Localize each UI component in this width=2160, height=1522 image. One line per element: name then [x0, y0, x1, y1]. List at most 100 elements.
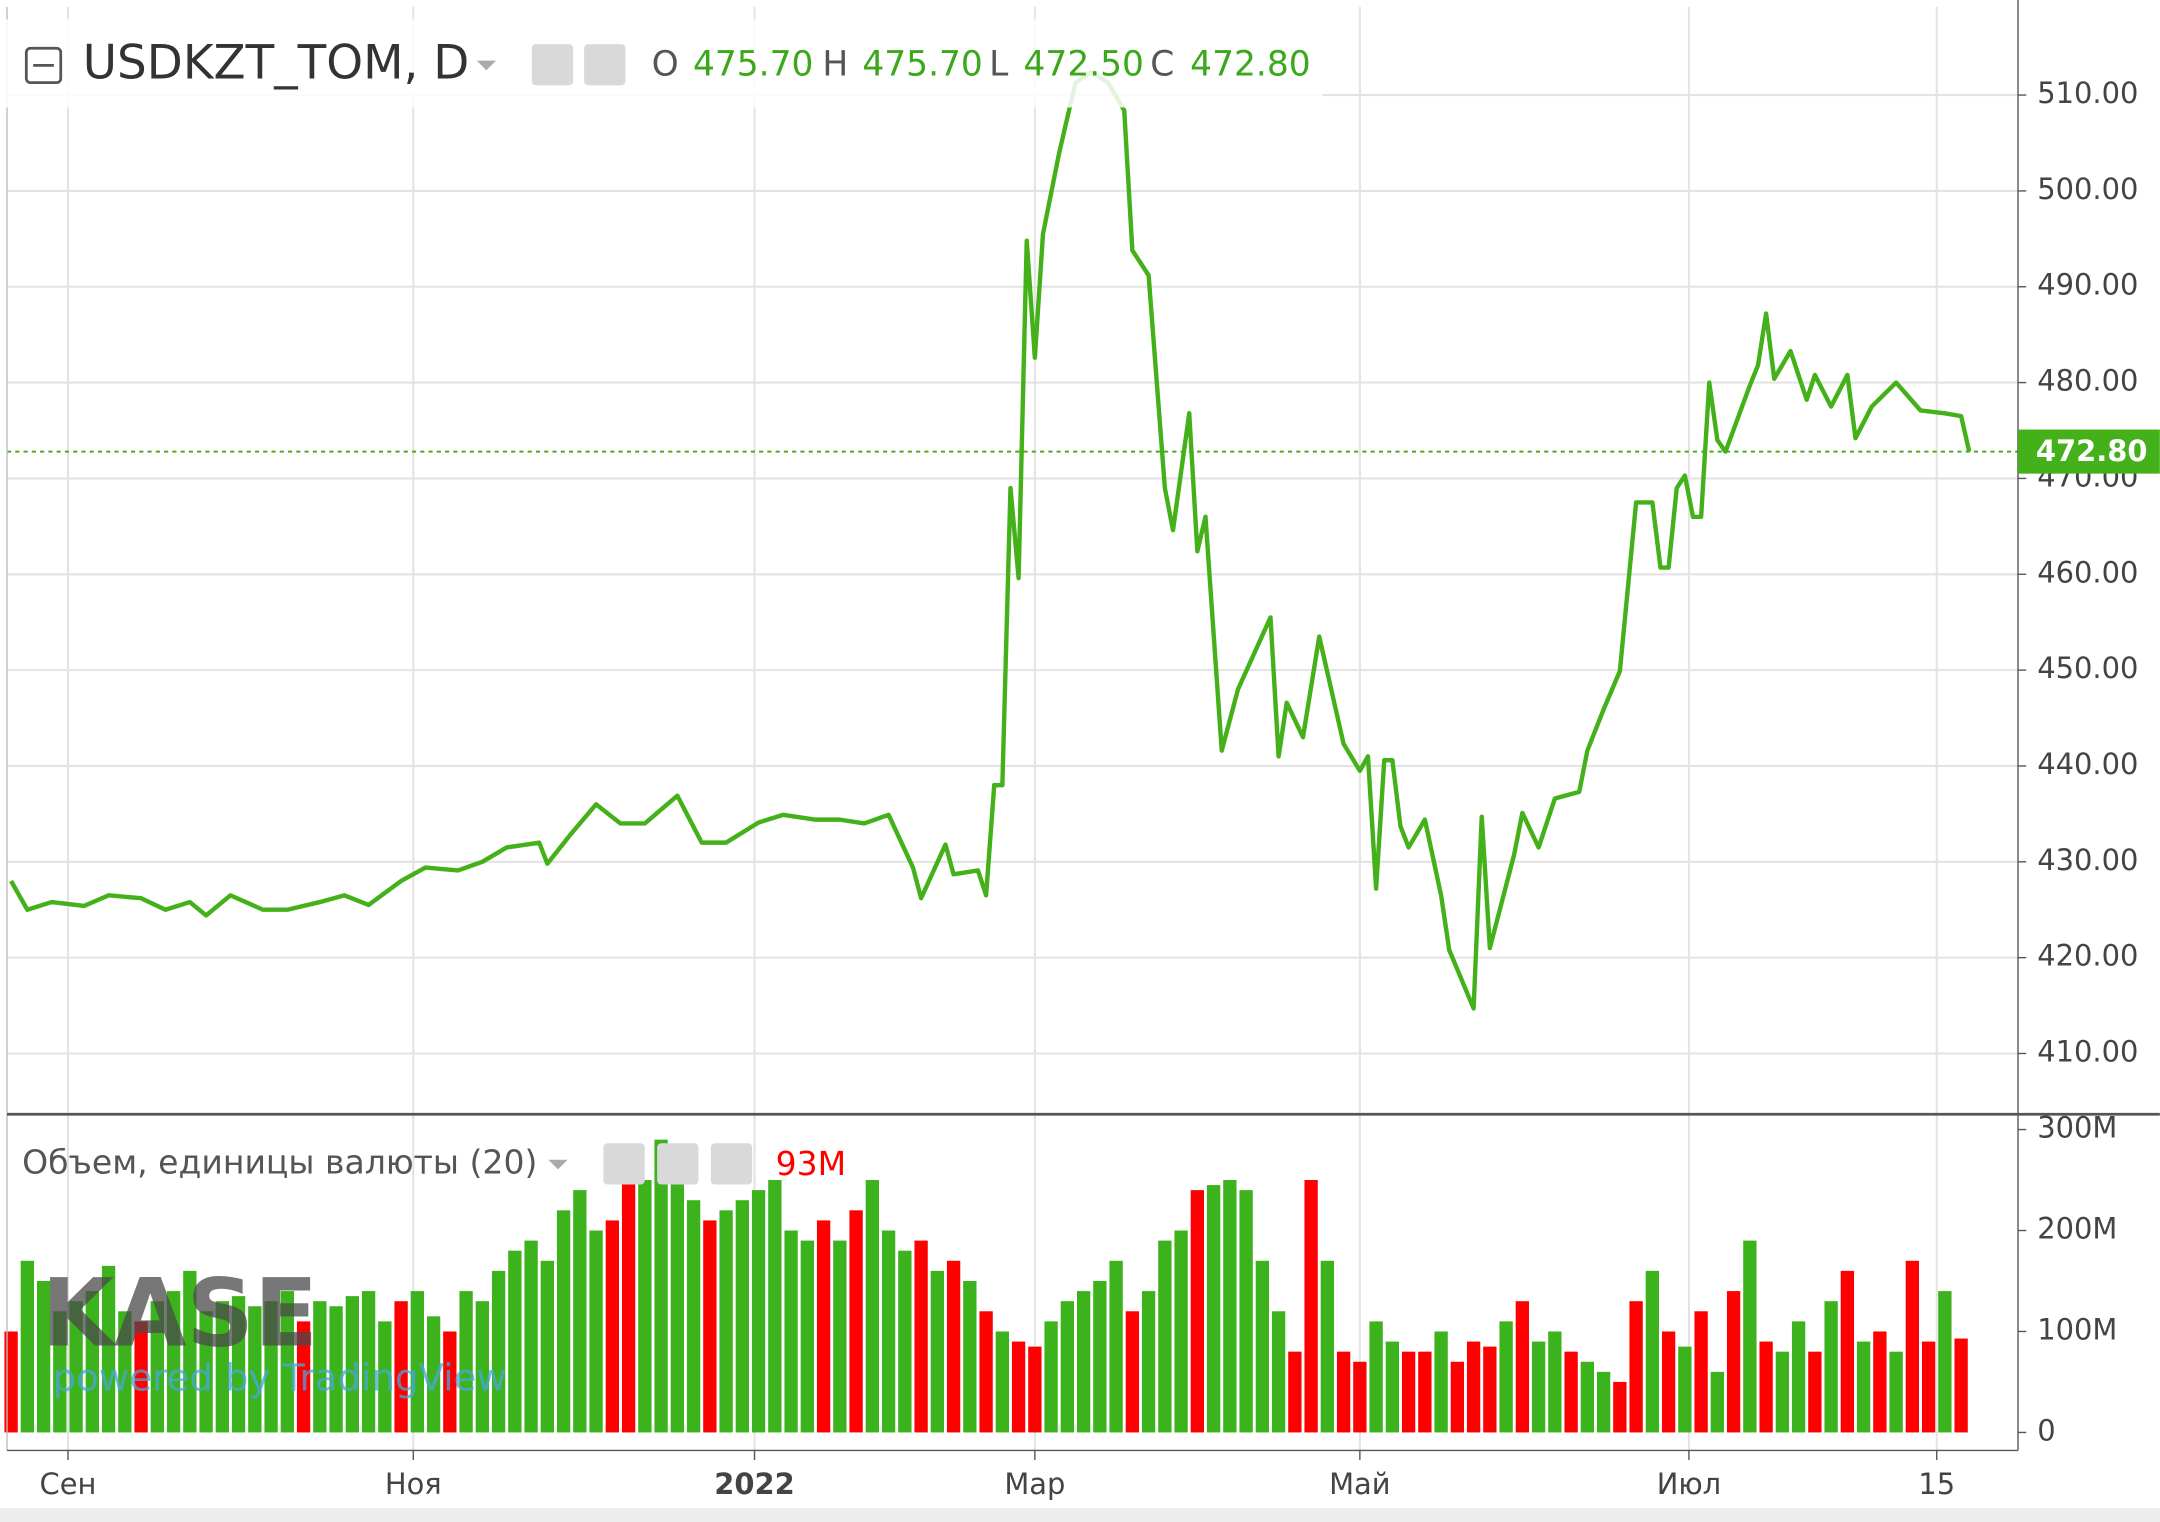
volume-bar [1791, 1321, 1806, 1433]
y-tick-label: 100M [2037, 1312, 2117, 1346]
y-tick-label: 430.00 [2037, 843, 2138, 877]
volume-bar [248, 1306, 262, 1433]
y-tick-label: 490.00 [2037, 268, 2138, 302]
price-line [9, 69, 1972, 1011]
volume-bar [215, 1301, 230, 1433]
watermark-text: powered by TradingView [52, 1356, 506, 1400]
volume-bar [410, 1291, 425, 1433]
y-tick-label: 300M [2037, 1111, 2117, 1145]
settings-button[interactable] [584, 44, 626, 86]
volume-bar [361, 1291, 376, 1433]
x-tick-label: 2022 [714, 1467, 794, 1501]
symbol-title: USDKZT_TOM, D [83, 37, 470, 91]
settings-button[interactable] [657, 1143, 699, 1185]
volume-bar [1223, 1180, 1237, 1433]
volume-bar [621, 1169, 636, 1433]
volume-bar [183, 1270, 197, 1433]
header-bg [0, 19, 1323, 108]
volume-bar [36, 1280, 51, 1433]
volume-bar [1905, 1260, 1920, 1433]
volume-bar [118, 1311, 132, 1433]
volume-bar [1531, 1341, 1546, 1433]
ohlc-key: O [652, 45, 679, 85]
volume-bar [1499, 1321, 1513, 1433]
volume-bar [1125, 1311, 1140, 1433]
volume-bar [1044, 1321, 1058, 1433]
volume-bar [1093, 1280, 1107, 1433]
volume-bar [865, 1180, 880, 1433]
volume-bar [101, 1265, 116, 1433]
volume-bar [1921, 1341, 1936, 1433]
volume-bar [491, 1270, 506, 1433]
visibility-button[interactable] [531, 44, 574, 86]
y-tick-label: 410.00 [2037, 1034, 2138, 1068]
volume-bar [1889, 1351, 1903, 1433]
volume-bar [686, 1200, 701, 1433]
volume-bar [1629, 1301, 1643, 1433]
volume-bar [914, 1240, 928, 1433]
last-price-label: 472.80 [2036, 434, 2148, 468]
volume-bar [654, 1139, 668, 1433]
volume-bar [296, 1321, 311, 1433]
volume-bar [443, 1331, 457, 1433]
volume-bar [930, 1270, 945, 1433]
volume-bar [1580, 1361, 1595, 1433]
collapse-button[interactable] [24, 46, 63, 85]
volume-bar [1954, 1338, 1968, 1433]
volume-bar [280, 1291, 295, 1433]
volume-bar [1109, 1260, 1123, 1433]
volume-bar [1710, 1371, 1725, 1433]
volume-bar [1824, 1301, 1838, 1433]
volume-bar [703, 1220, 717, 1433]
volume-bar [1548, 1331, 1562, 1433]
y-tick-label: 460.00 [2037, 555, 2138, 589]
remove-button[interactable] [710, 1143, 753, 1185]
x-tick-label: Ноя [385, 1467, 442, 1501]
volume-bar [1678, 1346, 1692, 1433]
volume-bar [394, 1301, 408, 1433]
volume-bar [638, 1180, 652, 1433]
volume-bar [345, 1296, 360, 1433]
volume-bar [1206, 1185, 1221, 1433]
volume-bar [881, 1230, 896, 1433]
y-tick-label: 440.00 [2037, 747, 2138, 781]
volume-bar [1645, 1270, 1660, 1433]
volume-last-value: 93M [776, 1144, 847, 1183]
volume-bar [329, 1306, 343, 1433]
volume-bar [1743, 1240, 1757, 1433]
bottom-strip [0, 1508, 2160, 1522]
volume-bar [1694, 1311, 1708, 1433]
volume-bar [979, 1311, 993, 1433]
volume-bar [946, 1260, 961, 1433]
volume-bar [849, 1210, 863, 1433]
grid-layer [7, 6, 2018, 1451]
volume-bar [963, 1280, 977, 1433]
volume-bar [4, 1331, 18, 1433]
volume-bar [1028, 1346, 1042, 1433]
volume-bar [1141, 1291, 1156, 1433]
volume-bar [1369, 1321, 1383, 1433]
watermark-logo: KASE [41, 1259, 317, 1368]
volume-bar [833, 1240, 847, 1433]
volume-bar [735, 1200, 750, 1433]
volume-bar [1515, 1301, 1530, 1433]
volume-bar [69, 1301, 83, 1433]
volume-bar [1613, 1381, 1627, 1433]
dropdown-arrow[interactable] [548, 1159, 568, 1170]
volume-bar [556, 1210, 571, 1433]
volume-bar [524, 1240, 538, 1433]
dropdown-arrow[interactable] [476, 60, 496, 71]
x-tick-label: Май [1329, 1467, 1390, 1501]
volume-bar [1060, 1301, 1075, 1433]
volume-bar [150, 1301, 165, 1433]
volume-title: Объем, единицы валюты (20) [22, 1142, 537, 1181]
volume-bar [1190, 1190, 1205, 1433]
y-tick-label: 510.00 [2037, 76, 2138, 110]
volume-bar [508, 1250, 522, 1433]
volume-bar [898, 1250, 912, 1433]
visibility-button[interactable] [603, 1143, 645, 1185]
x-tick-label: 15 [1918, 1467, 1955, 1501]
volume-bar [1466, 1341, 1481, 1433]
